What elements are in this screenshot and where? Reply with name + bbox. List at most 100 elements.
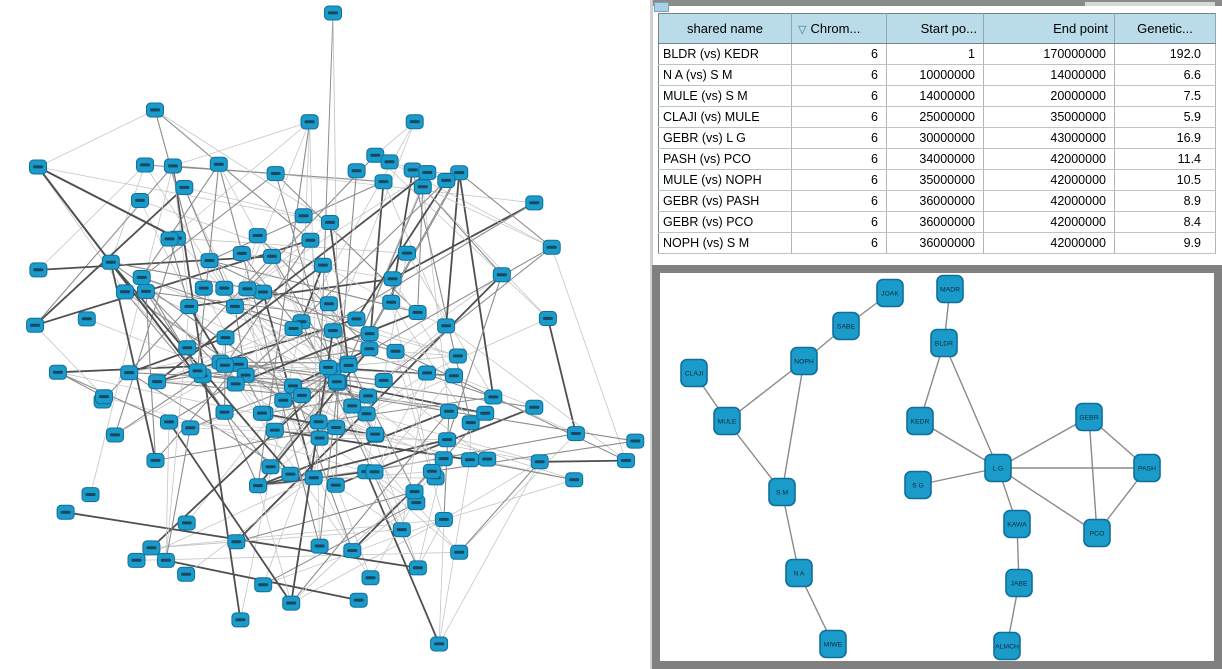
network-node[interactable]	[146, 102, 164, 118]
network-node[interactable]	[349, 592, 368, 608]
network-node[interactable]	[434, 451, 453, 467]
network-node-ALMCH[interactable]: ALMCH	[993, 631, 1021, 661]
network-edge[interactable]	[332, 12, 339, 382]
network-node[interactable]	[188, 363, 207, 379]
network-edge[interactable]	[438, 519, 445, 645]
network-node[interactable]	[323, 323, 342, 339]
network-node[interactable]	[131, 193, 149, 208]
network-node[interactable]	[408, 305, 427, 320]
network-edge[interactable]	[34, 325, 105, 397]
network-node[interactable]	[398, 245, 416, 261]
network-node[interactable]	[339, 358, 358, 373]
network-edge[interactable]	[103, 396, 367, 473]
network-edge[interactable]	[275, 173, 535, 204]
network-node[interactable]	[163, 158, 182, 174]
network-node[interactable]	[366, 426, 385, 442]
network-edge[interactable]	[185, 477, 314, 575]
network-node[interactable]	[437, 173, 456, 188]
network-edge[interactable]	[241, 253, 329, 368]
network-edge[interactable]	[366, 471, 460, 553]
network-edge[interactable]	[145, 290, 357, 320]
network-edge[interactable]	[301, 121, 416, 322]
network-node[interactable]	[281, 466, 300, 482]
network-edge[interactable]	[365, 471, 440, 645]
network-edge[interactable]	[352, 502, 417, 551]
network-edge[interactable]	[102, 306, 190, 402]
network-node[interactable]	[319, 296, 338, 312]
network-edge[interactable]	[426, 318, 549, 374]
network-node[interactable]	[413, 179, 432, 195]
network-edge[interactable]	[165, 421, 170, 561]
network-node[interactable]	[617, 453, 635, 469]
network-node[interactable]	[434, 512, 453, 527]
network-node[interactable]	[136, 157, 154, 173]
column-header-end-point[interactable]: End point	[983, 13, 1115, 44]
network-edge[interactable]	[236, 491, 415, 543]
network-edge[interactable]	[224, 239, 311, 366]
network-node[interactable]	[374, 174, 393, 190]
network-node[interactable]	[292, 388, 311, 403]
network-node[interactable]	[177, 515, 196, 531]
network-node[interactable]	[357, 406, 376, 422]
network-node[interactable]	[542, 239, 561, 255]
network-edge[interactable]	[155, 364, 240, 461]
network-node[interactable]	[538, 311, 557, 326]
table-row[interactable]: N A (vs) S M 6 10000000 14000000 6.6	[658, 64, 1216, 86]
network-node[interactable]	[26, 317, 45, 333]
network-node[interactable]	[301, 232, 320, 248]
scrollbar-fragment[interactable]	[1085, 2, 1215, 6]
network-edge[interactable]	[392, 202, 535, 280]
network-node-LG[interactable]: L G	[984, 453, 1012, 483]
table-row[interactable]: MULE (vs) S M 6 14000000 20000000 7.5	[658, 85, 1216, 107]
network-edge[interactable]	[335, 484, 403, 531]
network-edge[interactable]	[38, 255, 273, 271]
network-edge[interactable]	[183, 187, 353, 551]
network-node[interactable]	[313, 257, 332, 273]
network-node[interactable]	[200, 253, 219, 269]
network-node[interactable]	[215, 404, 234, 420]
network-node[interactable]	[405, 114, 424, 130]
network-node[interactable]	[215, 357, 234, 373]
network-node-KEDR[interactable]: KEDR	[906, 406, 934, 436]
network-node[interactable]	[310, 538, 329, 554]
network-node[interactable]	[263, 248, 281, 264]
network-edge[interactable]	[139, 200, 324, 266]
network-node-PASH[interactable]: PASH	[1133, 453, 1161, 483]
network-edge[interactable]	[235, 311, 418, 385]
network-edge-BLDR-LG[interactable]	[943, 342, 999, 469]
network-node[interactable]	[422, 463, 441, 479]
network-node[interactable]	[282, 595, 301, 611]
network-node[interactable]	[343, 398, 362, 414]
network-node[interactable]	[300, 114, 319, 130]
network-node[interactable]	[77, 311, 96, 327]
network-edge[interactable]	[224, 264, 324, 339]
network-node[interactable]	[525, 195, 544, 211]
network-edge[interactable]	[57, 371, 170, 423]
network-node[interactable]	[266, 166, 285, 182]
network-node[interactable]	[360, 326, 379, 342]
network-edge-NOPH-SM[interactable]	[781, 360, 805, 493]
network-node[interactable]	[440, 403, 458, 419]
network-edge[interactable]	[383, 380, 488, 460]
network-edge[interactable]	[374, 372, 428, 473]
network-edge[interactable]	[458, 172, 495, 398]
table-row[interactable]: GEBR (vs) PASH 6 36000000 42000000 8.9	[658, 190, 1216, 212]
network-edge[interactable]	[374, 375, 455, 473]
network-edge[interactable]	[458, 172, 553, 248]
network-node-MADR[interactable]: MADR	[936, 274, 964, 304]
table-row[interactable]: GEBR (vs) PCO 6 36000000 42000000 8.4	[658, 211, 1216, 233]
network-node[interactable]	[274, 392, 293, 408]
network-node[interactable]	[142, 540, 161, 556]
network-node[interactable]	[253, 405, 271, 421]
network-node[interactable]	[343, 543, 362, 559]
network-edge[interactable]	[38, 164, 146, 271]
network-node[interactable]	[445, 368, 463, 384]
network-edge[interactable]	[165, 427, 191, 561]
network-node[interactable]	[360, 341, 379, 357]
network-node[interactable]	[418, 365, 436, 381]
network-node[interactable]	[450, 544, 469, 560]
network-edge[interactable]	[318, 396, 494, 423]
network-edge[interactable]	[247, 288, 265, 414]
network-edge[interactable]	[539, 459, 627, 463]
network-node[interactable]	[265, 422, 284, 438]
